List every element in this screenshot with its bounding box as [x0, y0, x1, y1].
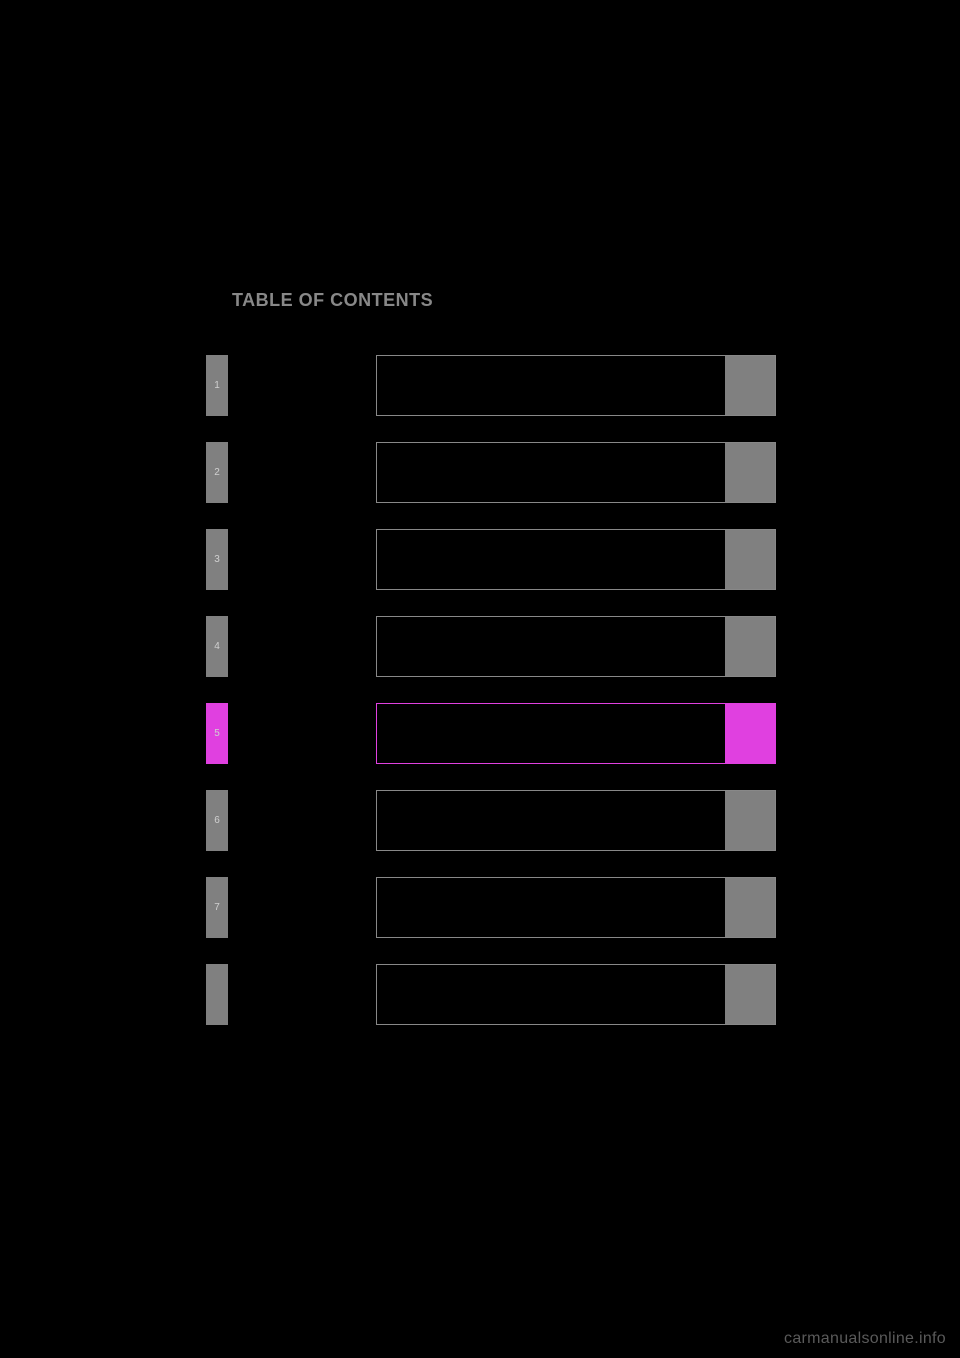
toc-entry-main [377, 791, 725, 850]
toc-gap [228, 964, 376, 1025]
toc-entry-end-tab [725, 530, 775, 589]
toc-entry-box[interactable] [376, 442, 776, 503]
page-title: TABLE OF CONTENTS [232, 290, 433, 311]
toc-entry-box[interactable] [376, 529, 776, 590]
toc-entry-main [377, 443, 725, 502]
toc-entry-main [377, 617, 725, 676]
toc-entry-box[interactable] [376, 355, 776, 416]
toc-entry-box[interactable] [376, 703, 776, 764]
toc-number-tab[interactable]: 6 [206, 790, 228, 851]
toc-entry-end-tab [725, 791, 775, 850]
toc-row[interactable]: 5 [206, 703, 776, 764]
toc-row[interactable] [206, 964, 776, 1025]
toc-number-tab[interactable]: 4 [206, 616, 228, 677]
toc-gap [228, 529, 376, 590]
toc-row[interactable]: 2 [206, 442, 776, 503]
toc-row[interactable]: 7 [206, 877, 776, 938]
toc-entry-main [377, 704, 725, 763]
toc-container: 1 2 3 4 5 6 7 [206, 355, 776, 1051]
toc-gap [228, 790, 376, 851]
toc-entry-end-tab [725, 704, 775, 763]
toc-number-tab[interactable]: 2 [206, 442, 228, 503]
toc-entry-main [377, 878, 725, 937]
toc-entry-box[interactable] [376, 790, 776, 851]
toc-entry-end-tab [725, 443, 775, 502]
toc-entry-end-tab [725, 356, 775, 415]
toc-entry-end-tab [725, 878, 775, 937]
toc-number-tab[interactable] [206, 964, 228, 1025]
toc-number-tab[interactable]: 1 [206, 355, 228, 416]
toc-row[interactable]: 6 [206, 790, 776, 851]
toc-entry-box[interactable] [376, 964, 776, 1025]
toc-entry-end-tab [725, 965, 775, 1024]
toc-number-tab[interactable]: 7 [206, 877, 228, 938]
toc-row[interactable]: 4 [206, 616, 776, 677]
toc-gap [228, 877, 376, 938]
toc-number-tab[interactable]: 3 [206, 529, 228, 590]
toc-entry-box[interactable] [376, 877, 776, 938]
toc-gap [228, 442, 376, 503]
toc-gap [228, 616, 376, 677]
watermark-text: carmanualsonline.info [784, 1330, 946, 1348]
toc-row[interactable]: 3 [206, 529, 776, 590]
toc-entry-box[interactable] [376, 616, 776, 677]
toc-entry-main [377, 965, 725, 1024]
toc-entry-main [377, 356, 725, 415]
toc-number-tab[interactable]: 5 [206, 703, 228, 764]
toc-row[interactable]: 1 [206, 355, 776, 416]
toc-gap [228, 703, 376, 764]
toc-gap [228, 355, 376, 416]
toc-entry-main [377, 530, 725, 589]
toc-entry-end-tab [725, 617, 775, 676]
